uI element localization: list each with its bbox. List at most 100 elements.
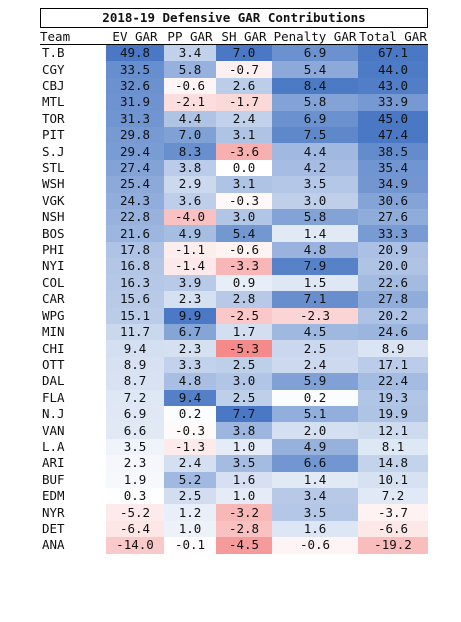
gar-table: Team EV GAR PP GAR SH GAR Penalty GAR To… xyxy=(40,28,428,554)
cell-total-gar: 20.9 xyxy=(358,241,428,259)
cell-penalty-gar: 3.4 xyxy=(272,487,358,505)
cell-total-gar: 17.1 xyxy=(358,356,428,374)
table-row: CGY 33.5 5.8 -0.7 5.4 44.0 xyxy=(40,61,428,78)
cell-team: NYI xyxy=(42,258,65,274)
cell-team: VGK xyxy=(42,192,65,208)
cell-penalty-gar: 1.6 xyxy=(272,520,358,538)
cell-sh-gar: -4.5 xyxy=(216,537,272,554)
cell-penalty-gar: 1.4 xyxy=(272,471,358,488)
cell-penalty-gar: 0.2 xyxy=(272,389,358,406)
cell-penalty-gar: 3.0 xyxy=(272,192,358,210)
cell-sh-gar: 3.0 xyxy=(216,373,272,390)
cell-penalty-gar: 2.4 xyxy=(272,356,358,374)
cell-total-gar: 47.4 xyxy=(358,127,428,144)
cell-penalty-gar: 5.8 xyxy=(272,209,358,226)
cell-sh-gar: 3.8 xyxy=(216,422,272,439)
cell-ev-gar: -5.2 xyxy=(106,504,164,521)
cell-total-gar: 19.3 xyxy=(358,389,428,406)
cell-penalty-gar: 7.9 xyxy=(272,258,358,275)
cell-ev-gar: 8.9 xyxy=(106,356,164,374)
cell-team: N.J xyxy=(42,406,65,422)
table-row: COL 16.3 3.9 0.9 1.5 22.6 xyxy=(40,274,428,292)
cell-pp-gar: 5.2 xyxy=(164,471,216,488)
cell-sh-gar: 3.1 xyxy=(216,176,272,193)
cell-ev-gar: 21.6 xyxy=(106,225,164,242)
cell-team: MTL xyxy=(42,94,65,110)
cell-sh-gar: -0.6 xyxy=(216,241,272,259)
table-row: WSH 25.4 2.9 3.1 3.5 34.9 xyxy=(40,176,428,193)
cell-team: WSH xyxy=(42,176,65,192)
table-row: MTL 31.9 -2.1 -1.7 5.8 33.9 xyxy=(40,94,428,111)
cell-sh-gar: -2.5 xyxy=(216,307,272,324)
cell-total-gar: 38.5 xyxy=(358,143,428,160)
cell-ev-gar: 27.4 xyxy=(106,159,164,177)
cell-sh-gar: 0.0 xyxy=(216,159,272,177)
cell-total-gar: -6.6 xyxy=(358,520,428,538)
cell-ev-gar: 17.8 xyxy=(106,241,164,259)
cell-pp-gar: 2.4 xyxy=(164,455,216,472)
cell-penalty-gar: 5.4 xyxy=(272,61,358,78)
cell-team: BOS xyxy=(42,225,65,241)
cell-team: L.A xyxy=(42,438,65,454)
cell-sh-gar: 3.1 xyxy=(216,127,272,144)
cell-pp-gar: -0.6 xyxy=(164,77,216,95)
gar-table-figure: 2018-19 Defensive GAR Contributions Team… xyxy=(40,8,428,554)
cell-total-gar: -19.2 xyxy=(358,537,428,554)
cell-penalty-gar: 6.6 xyxy=(272,455,358,472)
cell-pp-gar: 7.0 xyxy=(164,127,216,144)
cell-sh-gar: 1.7 xyxy=(216,323,272,341)
cell-ev-gar: 25.4 xyxy=(106,176,164,193)
cell-team: COL xyxy=(42,274,65,290)
cell-team: DAL xyxy=(42,373,65,389)
cell-total-gar: 27.8 xyxy=(358,291,428,308)
cell-penalty-gar: 2.5 xyxy=(272,340,358,357)
cell-penalty-gar: 2.0 xyxy=(272,422,358,439)
table-row: FLA 7.2 9.4 2.5 0.2 19.3 xyxy=(40,389,428,406)
cell-total-gar: 7.2 xyxy=(358,487,428,505)
table-row: DET -6.4 1.0 -2.8 1.6 -6.6 xyxy=(40,520,428,538)
table-row: L.A 3.5 -1.3 1.0 4.9 8.1 xyxy=(40,438,428,456)
cell-penalty-gar: 4.9 xyxy=(272,438,358,456)
table-row: VAN 6.6 -0.3 3.8 2.0 12.1 xyxy=(40,422,428,439)
cell-pp-gar: -1.4 xyxy=(164,258,216,275)
cell-penalty-gar: 1.5 xyxy=(272,274,358,292)
cell-penalty-gar: 4.2 xyxy=(272,159,358,177)
table-row: VGK 24.3 3.6 -0.3 3.0 30.6 xyxy=(40,192,428,210)
cell-ev-gar: 29.8 xyxy=(106,127,164,144)
cell-sh-gar: 2.6 xyxy=(216,77,272,95)
table-body: T.B 49.8 3.4 7.0 6.9 67.1 CGY 33.5 5.8 -0.7 5.4 44.… xyxy=(40,44,428,554)
column-header-pp-gar: PP GAR xyxy=(164,28,216,45)
table-row: NYR -5.2 1.2 -3.2 3.5 -3.7 xyxy=(40,504,428,521)
table-row: PIT 29.8 7.0 3.1 7.5 47.4 xyxy=(40,127,428,144)
column-header-penalty-gar: Penalty GAR xyxy=(272,28,358,45)
cell-total-gar: 10.1 xyxy=(358,471,428,488)
cell-total-gar: 30.6 xyxy=(358,192,428,210)
table-row: BUF 1.9 5.2 1.6 1.4 10.1 xyxy=(40,471,428,488)
cell-penalty-gar: 6.9 xyxy=(272,110,358,128)
cell-ev-gar: -6.4 xyxy=(106,520,164,538)
cell-total-gar: 35.4 xyxy=(358,159,428,177)
cell-team: CAR xyxy=(42,291,65,307)
cell-penalty-gar: 5.8 xyxy=(272,94,358,111)
cell-ev-gar: 32.6 xyxy=(106,77,164,95)
cell-total-gar: 33.9 xyxy=(358,94,428,111)
table-row: T.B 49.8 3.4 7.0 6.9 67.1 xyxy=(40,44,428,62)
cell-sh-gar: 5.4 xyxy=(216,225,272,242)
table-row: STL 27.4 3.8 0.0 4.2 35.4 xyxy=(40,159,428,177)
cell-ev-gar: 9.4 xyxy=(106,340,164,357)
cell-team: OTT xyxy=(42,356,65,372)
cell-team: WPG xyxy=(42,307,65,323)
cell-sh-gar: -0.3 xyxy=(216,192,272,210)
cell-ev-gar: 6.9 xyxy=(106,405,164,423)
cell-sh-gar: 7.7 xyxy=(216,405,272,423)
cell-penalty-gar: 1.4 xyxy=(272,225,358,242)
cell-team: NSH xyxy=(42,209,65,225)
cell-team: ARI xyxy=(42,455,65,471)
cell-ev-gar: 22.8 xyxy=(106,209,164,226)
cell-ev-gar: 31.3 xyxy=(106,110,164,128)
column-header-sh-gar: SH GAR xyxy=(216,28,272,45)
cell-pp-gar: 1.2 xyxy=(164,504,216,521)
cell-pp-gar: 4.4 xyxy=(164,110,216,128)
cell-ev-gar: 15.1 xyxy=(106,307,164,324)
cell-pp-gar: -2.1 xyxy=(164,94,216,111)
